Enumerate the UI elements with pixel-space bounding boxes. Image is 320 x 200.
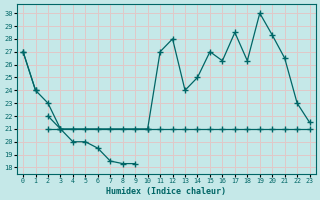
X-axis label: Humidex (Indice chaleur): Humidex (Indice chaleur) bbox=[106, 187, 226, 196]
